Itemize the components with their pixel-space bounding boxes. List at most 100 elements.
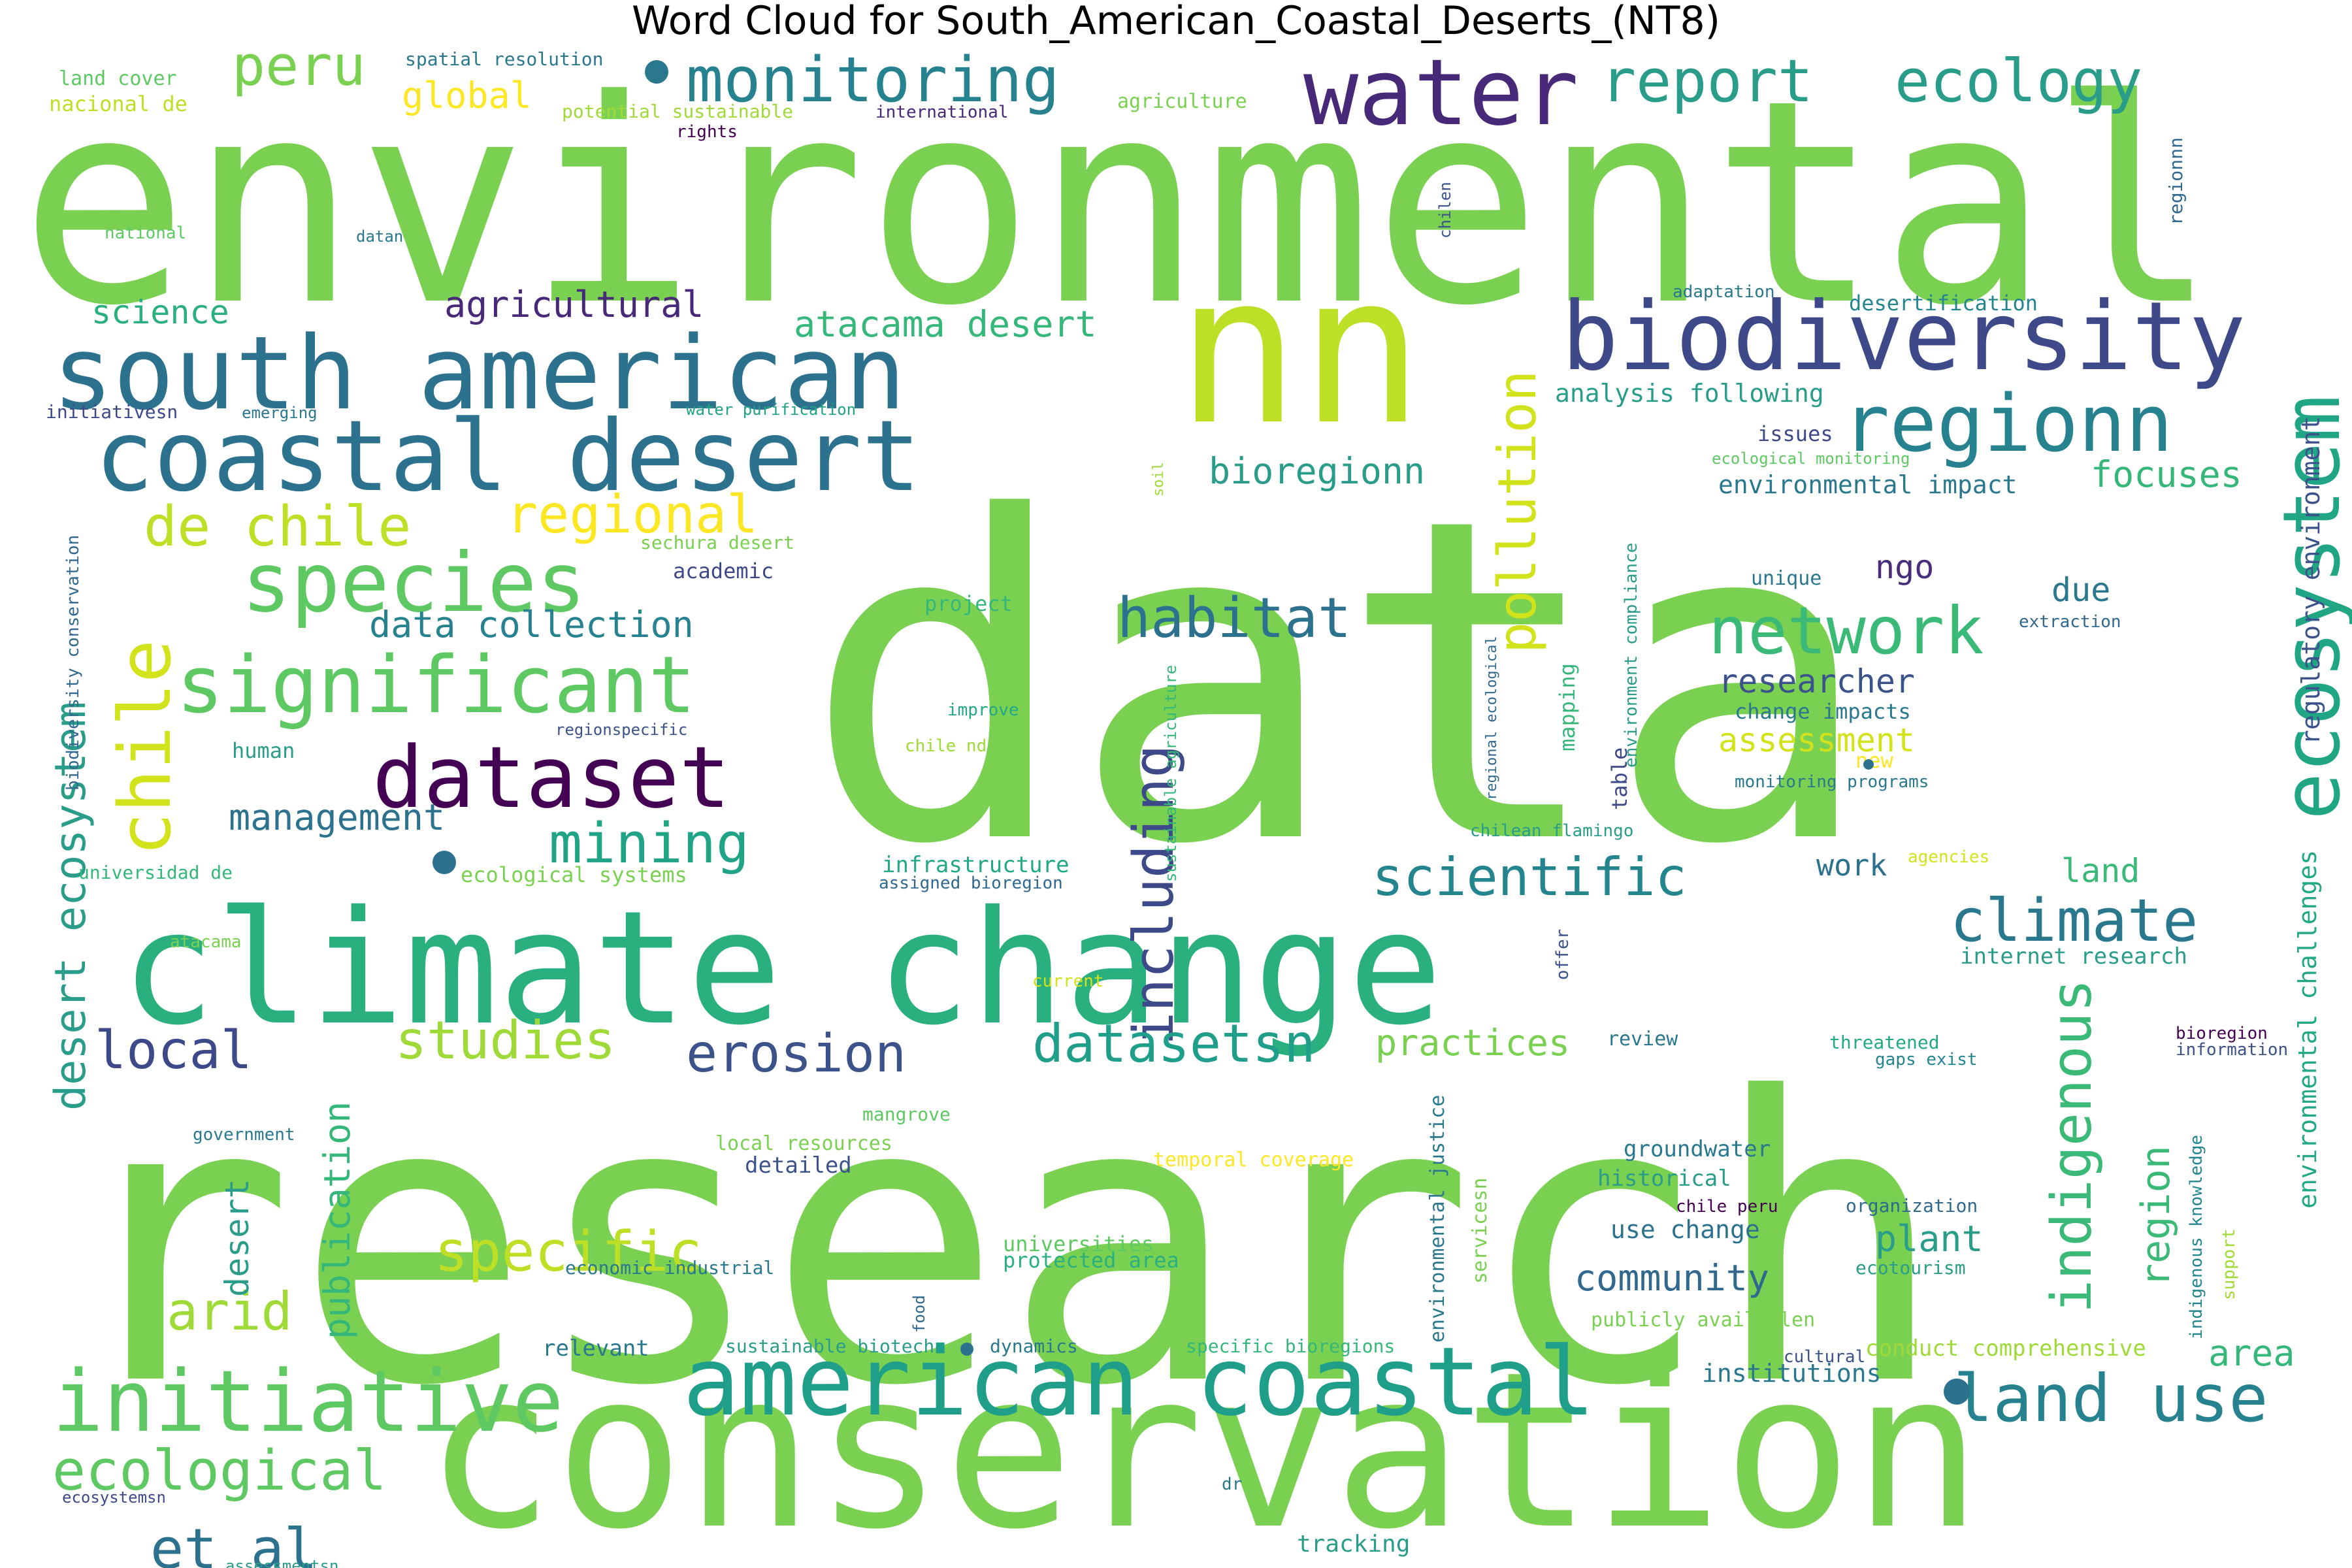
cloud-word-3: conservation (425, 1326, 1982, 1568)
cloud-word-29: de chile (144, 495, 411, 559)
cloud-small-word-11: adaptation (1673, 282, 1775, 302)
cloud-small-word-71: ecotourism (1855, 1257, 1966, 1279)
cloud-word-60: ngo (1875, 548, 1934, 586)
cloud-small-word-14: emerging (242, 404, 318, 422)
cloud-word-15: regionn (1842, 379, 2173, 470)
cloud-small-word-50: threatened (1829, 1032, 1940, 1053)
cloud-small-word-55: mangrove (862, 1103, 951, 1125)
cloud-word-20: chile (103, 640, 187, 856)
cloud-word-36: datasetsn (1032, 1013, 1315, 1074)
cloud-small-word-25: project (924, 591, 1013, 616)
cloud-small-word-12: desertification (1849, 291, 2038, 316)
cloud-small-word-24: unique (1751, 567, 1821, 590)
cloud-small-word-16: analysis following (1555, 379, 1824, 408)
cloud-small-word-80: institutions (1702, 1359, 1882, 1388)
cloud-small-word-20: soil (1151, 462, 1167, 497)
cloud-word-38: specific (434, 1220, 702, 1284)
cloud-word-44: agricultural (444, 284, 704, 325)
cloud-word-5: nn (1176, 231, 1424, 470)
cloud-word-32: mining (549, 811, 749, 876)
cloud-small-word-59: environmental justice (1426, 1095, 1449, 1343)
cloud-word-9: coastal desert (95, 400, 921, 514)
cloud-word-16: ecosystem (2267, 395, 2352, 820)
cloud-word-17: monitoring (686, 44, 1060, 116)
cloud-dot-4 (1863, 759, 1874, 770)
cloud-word-25: indigenous (2040, 979, 2104, 1313)
chart-title: Word Cloud for South_American_Coastal_De… (631, 0, 1721, 44)
cloud-word-4: climate change (121, 877, 1443, 1060)
cloud-small-word-21: biodiversity conservation (63, 535, 83, 791)
cloud-word-55: assessment (1718, 721, 1915, 759)
cloud-word-28: pollution (1487, 370, 1548, 653)
cloud-small-word-23: academic (673, 559, 774, 583)
cloud-small-word-19: environmental impact (1718, 470, 2017, 499)
cloud-word-58: science (91, 293, 229, 331)
cloud-word-61: work (1816, 848, 1887, 883)
cloud-small-word-60: groundwater (1624, 1136, 1771, 1162)
cloud-word-12: species (242, 536, 586, 630)
cloud-small-word-76: specific bioregions (1186, 1335, 1395, 1357)
cloud-word-57: global (402, 74, 532, 116)
cloud-small-word-72: support (2219, 1228, 2239, 1300)
cloud-word-56: desert (218, 1179, 256, 1297)
cloud-small-word-84: assessmentsn (225, 1557, 338, 1568)
cloud-small-word-9: chilen (1436, 182, 1454, 238)
cloud-small-word-13: initiativesn (46, 401, 178, 423)
cloud-small-word-78: conduct comprehensive (1865, 1335, 2146, 1362)
cloud-small-word-43: assigned bioregion (879, 874, 1063, 893)
cloud-small-word-22: sechura desert (640, 532, 794, 553)
cloud-word-39: local (95, 1020, 252, 1081)
cloud-small-word-61: historical (1597, 1166, 1731, 1192)
cloud-word-63: area (2208, 1332, 2295, 1374)
cloud-small-word-15: water purification (686, 400, 856, 419)
cloud-word-59: due (2051, 571, 2110, 609)
cloud-small-word-26: environment compliance (1622, 543, 1641, 768)
cloud-word-13: initiative (52, 1352, 564, 1451)
cloud-small-word-67: protected area (1003, 1248, 1179, 1273)
cloud-word-47: bioregionn (1209, 450, 1425, 492)
cloud-small-word-4: international (875, 103, 1009, 122)
cloud-small-word-5: agriculture (1117, 90, 1247, 113)
cloud-small-word-30: regionspecific (555, 721, 687, 739)
cloud-small-word-56: local resources (715, 1132, 892, 1155)
cloud-small-word-82: dr (1222, 1475, 1242, 1494)
cloud-dot-3 (433, 851, 456, 874)
cloud-small-word-36: table (1607, 747, 1632, 810)
cloud-small-word-35: sustainable agriculture (1162, 665, 1180, 882)
cloud-small-word-75: dynamics (990, 1335, 1078, 1357)
cloud-small-word-66: universities (1003, 1232, 1154, 1256)
cloud-word-64: environmental challenges (2293, 850, 2322, 1209)
cloud-small-word-33: mapping (1555, 663, 1580, 751)
cloud-small-word-34: regional ecological (1484, 636, 1500, 800)
cloud-small-word-63: organization (1846, 1195, 1978, 1217)
cloud-small-word-45: atacama (170, 932, 242, 952)
cloud-word-34: scientific (1372, 847, 1687, 907)
cloud-small-word-0: land cover (59, 67, 177, 90)
cloud-small-word-65: use change (1610, 1215, 1760, 1244)
cloud-word-23: including (1122, 744, 1186, 1045)
cloud-word-41: et al (150, 1517, 318, 1568)
cloud-small-word-28: change impacts (1735, 699, 1911, 724)
cloud-small-word-2: nacional de (49, 91, 188, 116)
cloud-word-24: climate (1950, 887, 2198, 955)
cloud-word-21: network (1708, 593, 1984, 669)
cloud-word-42: desert ecosystem (46, 702, 95, 1111)
cloud-word-31: peru (232, 34, 366, 99)
cloud-word-46: management (229, 796, 445, 838)
cloud-word-53: practices (1375, 1022, 1570, 1064)
cloud-small-word-54: government (193, 1125, 295, 1145)
cloud-word-10: american coastal (683, 1327, 1595, 1437)
cloud-word-27: ecological (52, 1439, 387, 1503)
cloud-small-word-29: improve (947, 700, 1019, 720)
cloud-word-40: arid (167, 1281, 293, 1342)
cloud-small-word-70: servicesn (1469, 1177, 1492, 1284)
cloud-small-word-81: ecosystemsn (62, 1488, 166, 1507)
cloud-small-word-79: cultural (1784, 1347, 1865, 1367)
cloud-dot-0 (645, 60, 668, 84)
cloud-word-19: ecology (1895, 47, 2142, 116)
cloud-small-word-51: gaps exist (1875, 1050, 1978, 1070)
cloud-small-word-64: indigenous knowledge (2187, 1135, 2206, 1339)
cloud-small-word-1: spatial resolution (405, 48, 603, 70)
cloud-word-54: researcher (1718, 662, 1915, 700)
